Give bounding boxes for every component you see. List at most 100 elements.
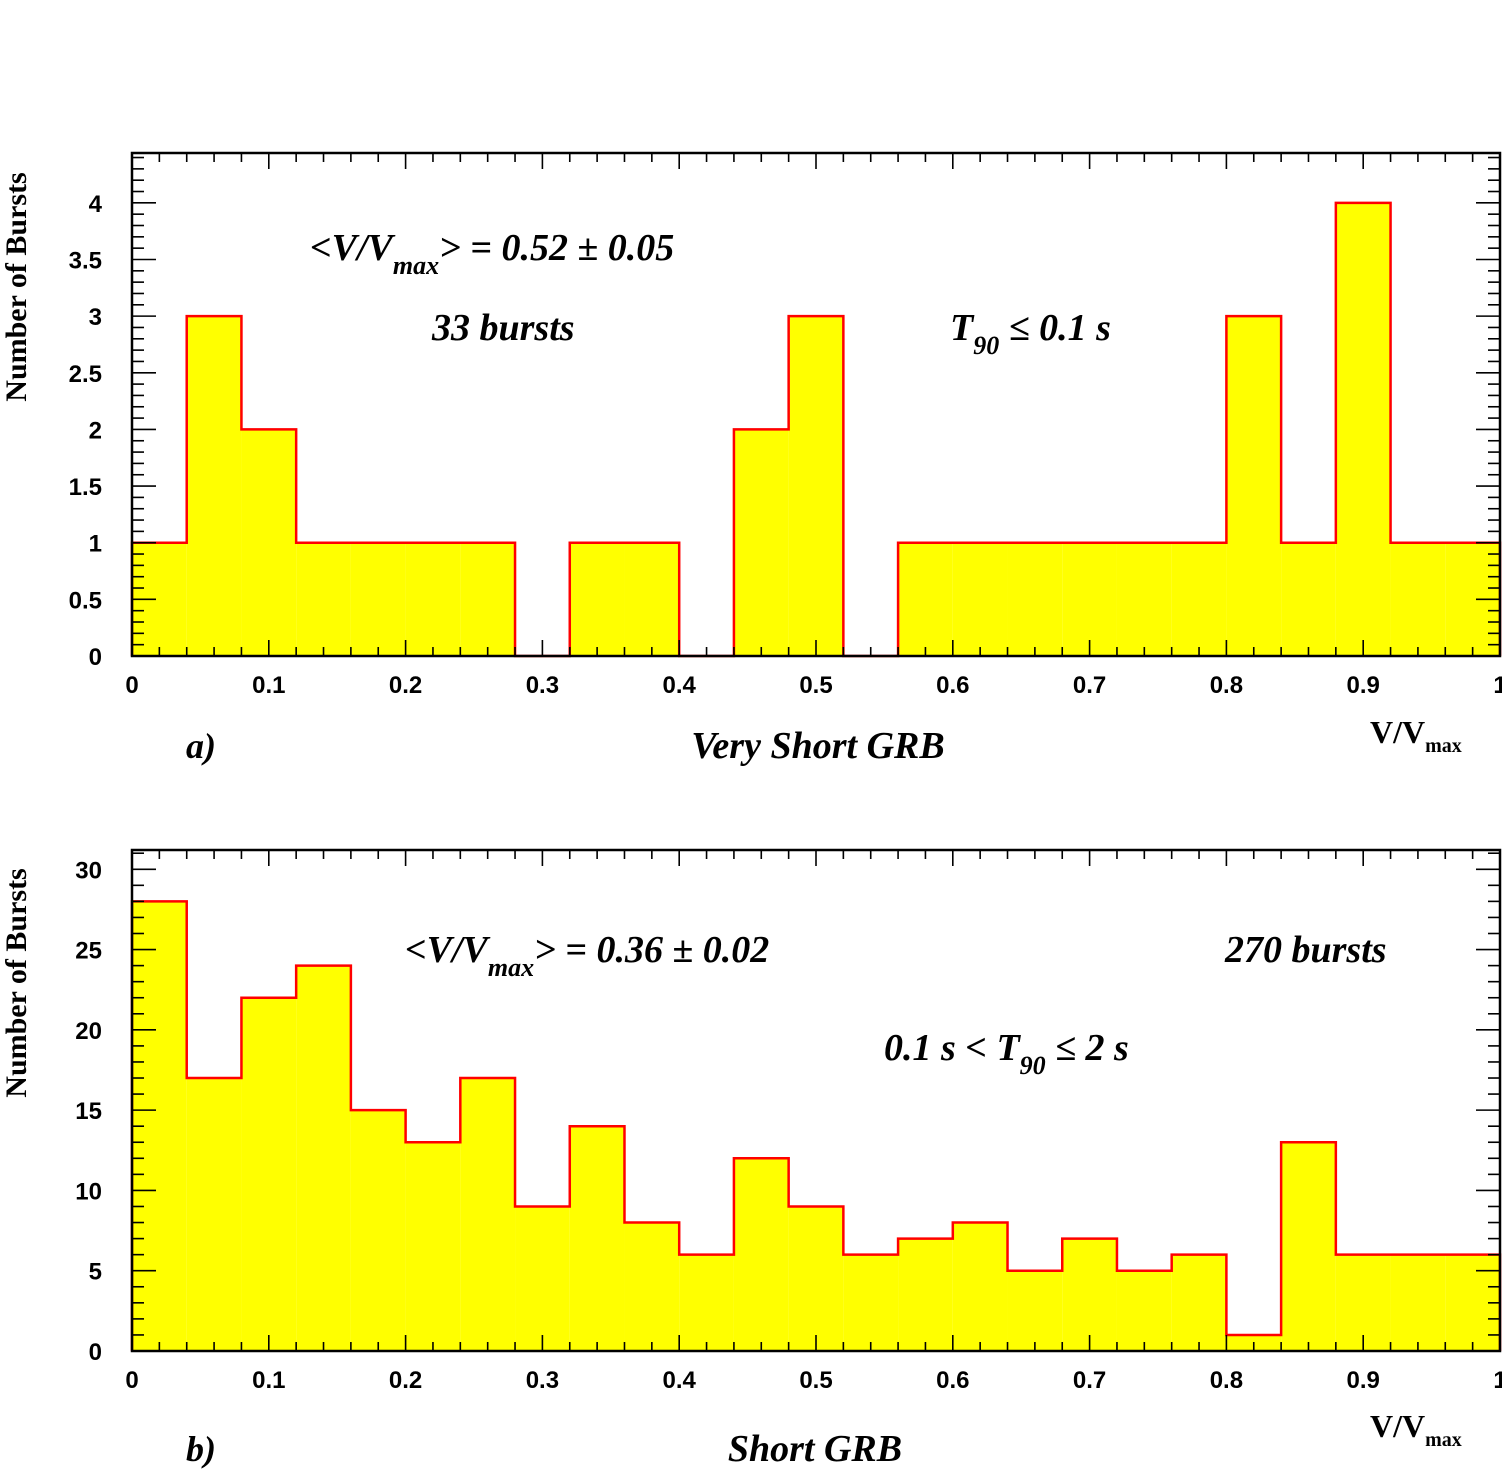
panel-a-y-tick-label: 0 — [89, 644, 102, 671]
panel-a-x-axis-label: V/Vmax — [1370, 714, 1462, 757]
panel-b-bar-18 — [1116, 1270, 1172, 1351]
panel-b-x-tick-label: 0.1 — [252, 1367, 285, 1394]
panel-a-label: a) — [186, 726, 216, 766]
panel-b-x-tick-label: 0.4 — [663, 1367, 697, 1394]
panel-a-bar-16 — [1007, 542, 1063, 656]
panel-a-bar-2 — [241, 429, 297, 656]
panel-a-bar-23 — [1390, 542, 1446, 656]
panel-b-bar-2 — [241, 997, 297, 1351]
panel-a-very-short-grb: 0 0.1 0.2 0.3 0.4 0.5 0.6 0.7 0.8 0.9 1 0 0.5 1 1.5 2 2.… — [0, 151, 1502, 767]
panel-a-bar-12 — [788, 316, 844, 656]
panel-a-bar-8 — [569, 542, 625, 656]
panel-a-x-tick-label: 0.1 — [252, 672, 285, 699]
panel-b-x-tick-label: 0.6 — [936, 1367, 969, 1394]
panel-b-bar-14 — [898, 1238, 953, 1351]
panel-b-bar-12 — [788, 1206, 844, 1351]
panel-a-x-tick-label: 0.7 — [1073, 672, 1106, 699]
panel-a-y-tick-label: 2.5 — [69, 361, 102, 388]
panel-b-bar-11 — [733, 1158, 789, 1351]
panel-b-plot-area: 0 0.1 0.2 0.3 0.4 0.5 0.6 0.7 0.8 0.9 105101520253… — [75, 848, 1502, 1394]
panel-b-y-tick-label: 25 — [75, 938, 102, 965]
panel-b-bar-22 — [1335, 1254, 1391, 1351]
panel-b-bar-6 — [460, 1078, 516, 1351]
panel-a-bar-5 — [405, 542, 461, 656]
panel-a-x-tick-label: 0.5 — [799, 672, 832, 699]
panel-a-plot-area: 0 0.1 0.2 0.3 0.4 0.5 0.6 0.7 0.8 0.9 1 0 0.5 1 1.5 2 2.… — [69, 151, 1502, 699]
panel-b-bar-4 — [350, 1110, 406, 1351]
panel-a-bar-22 — [1335, 202, 1391, 656]
panel-a-y-tick-label: 1 — [89, 531, 102, 558]
panel-a-bar-1 — [186, 316, 242, 656]
panel-b-bar-16 — [1007, 1270, 1063, 1351]
panel-b-x-tick-label: 0.5 — [799, 1367, 832, 1394]
panel-b-bar-8 — [569, 1126, 625, 1351]
panel-b-short-grb: 0 0.1 0.2 0.3 0.4 0.5 0.6 0.7 0.8 0.9 105101520253… — [0, 848, 1502, 1470]
panel-a-bar-14 — [898, 542, 953, 656]
panel-a-y-tick-label: 1.5 — [69, 474, 102, 501]
panel-a-t90-cut: T90 ≤ 0.1 s — [950, 307, 1111, 360]
panel-b-y-axis-label: Number of Bursts — [0, 868, 33, 1097]
panel-a-y-tick-label: 3 — [89, 304, 102, 331]
panel-b-t90-cut: 0.1 s < T90 ≤ 2 s — [884, 1027, 1129, 1080]
panel-a-x-tick-label: 0 — [125, 672, 138, 699]
panel-a-bar-20 — [1226, 316, 1282, 656]
panel-a-y-tick-label: 0.5 — [69, 587, 102, 614]
panel-b-y-tick-label: 10 — [75, 1178, 102, 1205]
panel-a-bar-4 — [350, 542, 406, 656]
panel-b-bar-1 — [186, 1078, 242, 1351]
panel-b-bar-13 — [843, 1254, 899, 1351]
panel-a-mean-annotation: <V/Vmax> = 0.52 ± 0.05 — [310, 227, 674, 280]
panel-a-x-tick-label: 0.4 — [663, 672, 697, 699]
panel-b-bar-21 — [1281, 1142, 1336, 1351]
panel-b-x-tick-label: 0 — [125, 1367, 138, 1394]
panel-b-y-tick-label: 0 — [89, 1339, 102, 1366]
panel-a-bar-11 — [733, 429, 789, 656]
panel-b-bar-17 — [1062, 1238, 1117, 1351]
panel-a-histogram-outline — [130, 201, 1502, 658]
panel-b-x-tick-label: 0.2 — [389, 1367, 422, 1394]
panel-a-bar-9 — [624, 542, 680, 656]
panel-a-bar-19 — [1171, 542, 1227, 656]
panel-b-y-tick-label: 20 — [75, 1018, 102, 1045]
panel-a-y-axis-label: Number of Bursts — [0, 172, 33, 401]
panel-b-y-tick-label: 15 — [75, 1098, 102, 1125]
panel-b-bar-10 — [679, 1254, 734, 1351]
panel-a-title: Very Short GRB — [691, 725, 944, 767]
panel-b-x-tick-label: 1 — [1493, 1367, 1502, 1394]
panel-a-y-tick-label: 2 — [89, 417, 102, 444]
panel-b-bar-9 — [624, 1222, 680, 1351]
panel-b-bar-19 — [1171, 1254, 1227, 1351]
panel-a-x-tick-label: 1 — [1493, 672, 1502, 699]
panel-b-bar-15 — [952, 1222, 1008, 1351]
panel-b-bar-5 — [405, 1142, 461, 1351]
panel-a-bar-6 — [460, 542, 516, 656]
panel-b-label: b) — [186, 1429, 216, 1469]
panel-a-x-tick-label: 0.3 — [526, 672, 559, 699]
panel-a-y-tick-label: 4 — [89, 191, 103, 218]
panel-b-histogram-outline — [130, 900, 1502, 1351]
panel-b-bar-3 — [296, 965, 351, 1351]
panel-b-bar-23 — [1390, 1254, 1446, 1351]
panel-b-burst-count: 270 bursts — [1224, 929, 1387, 971]
panel-b-x-axis-label: V/Vmax — [1370, 1408, 1462, 1451]
panel-a-x-tick-label: 0.8 — [1210, 672, 1243, 699]
panel-a-x-tick-label: 0.2 — [389, 672, 422, 699]
panel-b-y-tick-label: 30 — [75, 857, 102, 884]
panel-a-x-tick-label: 0.6 — [936, 672, 969, 699]
panel-a-bar-18 — [1116, 542, 1172, 656]
panel-b-y-tick-label: 5 — [89, 1259, 102, 1286]
panel-a-bar-21 — [1281, 542, 1336, 656]
panel-b-mean-annotation: <V/Vmax> = 0.36 ± 0.02 — [405, 929, 769, 982]
panel-a-bar-17 — [1062, 542, 1117, 656]
panel-b-x-tick-label: 0.3 — [526, 1367, 559, 1394]
panel-b-x-tick-label: 0.9 — [1347, 1367, 1380, 1394]
panel-a-bar-3 — [296, 542, 351, 656]
panel-a-bar-15 — [952, 542, 1008, 656]
panel-b-x-tick-label: 0.8 — [1210, 1367, 1243, 1394]
panel-a-y-tick-label: 3.5 — [69, 247, 102, 274]
panel-a-x-tick-label: 0.9 — [1347, 672, 1380, 699]
panel-b-title: Short GRB — [728, 1428, 902, 1470]
panel-b-x-tick-label: 0.7 — [1073, 1367, 1106, 1394]
panel-a-burst-count: 33 bursts — [431, 307, 575, 349]
